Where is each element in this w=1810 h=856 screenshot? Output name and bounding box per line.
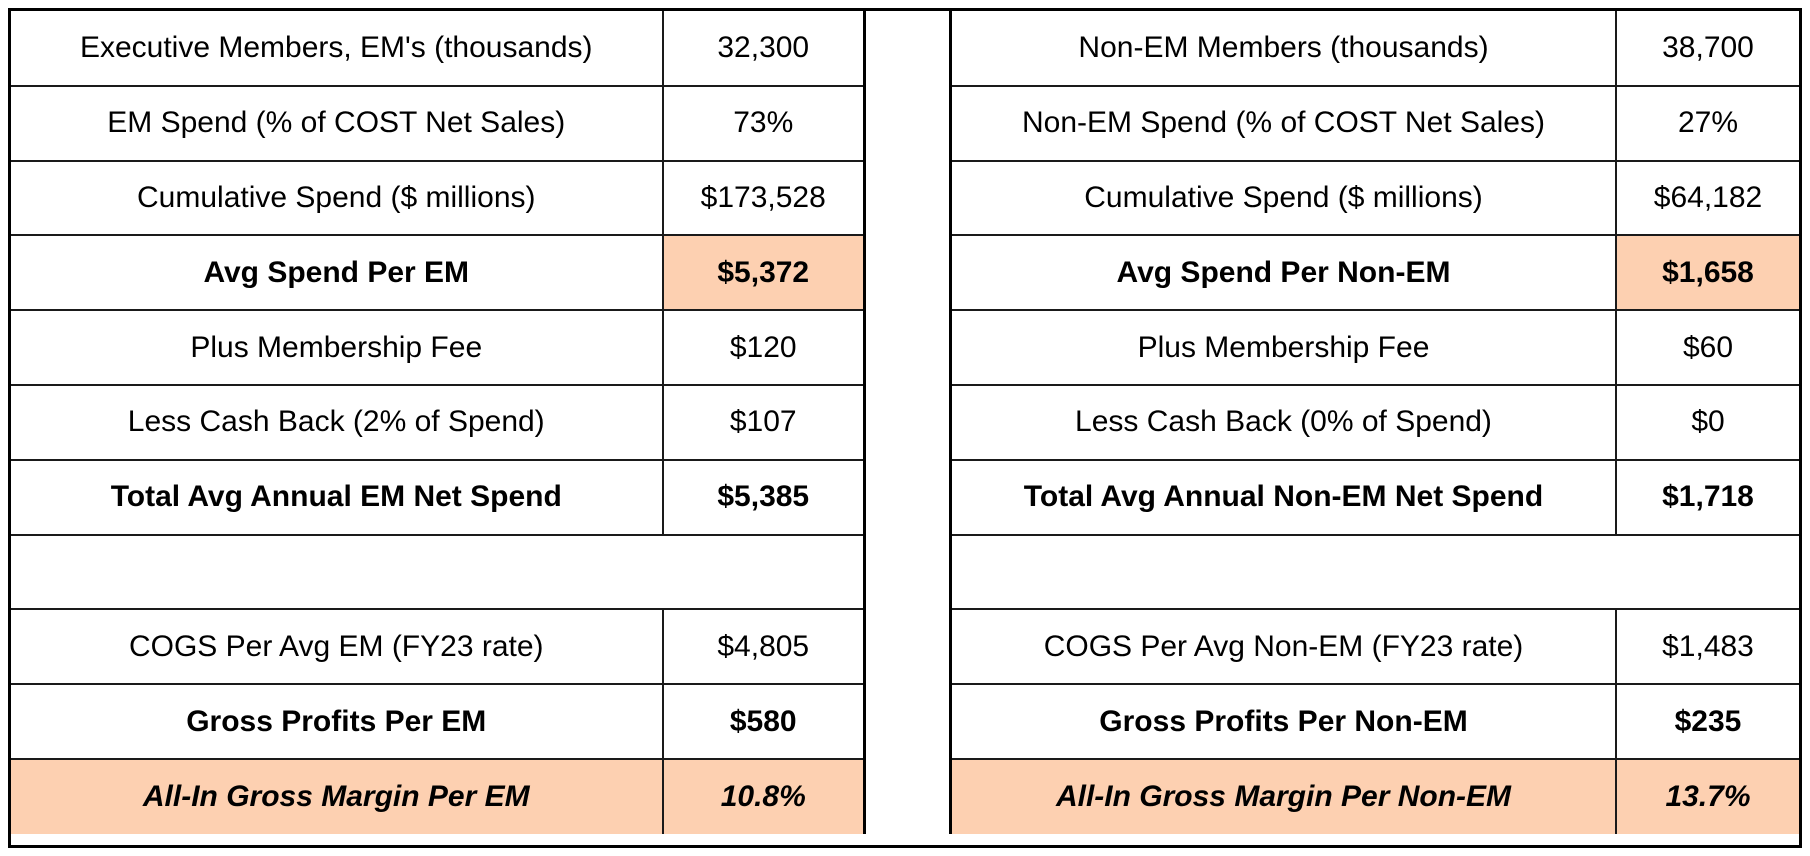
table-row: Avg Spend Per EM $5,372 xyxy=(11,234,866,312)
row-label: Cumulative Spend ($ millions) xyxy=(949,159,1617,237)
row-value: 27% xyxy=(1615,84,1799,162)
row-label: Total Avg Annual EM Net Spend xyxy=(11,458,664,536)
table-row: Plus Membership Fee $120 xyxy=(11,309,866,386)
highlighted-value: $1,658 xyxy=(1615,234,1799,312)
row-label: Gross Profits Per EM xyxy=(11,683,664,760)
row-value: $4,805 xyxy=(661,608,866,686)
row-value: 10.8% xyxy=(661,757,866,834)
table-row: Gross Profits Per EM $580 xyxy=(11,683,866,760)
row-label: Non-EM Spend (% of COST Net Sales) xyxy=(949,84,1617,162)
row-label: Executive Members, EM's (thousands) xyxy=(11,11,664,87)
row-label: EM Spend (% of COST Net Sales) xyxy=(11,84,664,162)
table-row: Gross Profits Per Non-EM $235 xyxy=(949,683,1799,760)
table-row: COGS Per Avg EM (FY23 rate) $4,805 xyxy=(11,608,866,686)
table-row: Cumulative Spend ($ millions) $64,182 xyxy=(949,159,1799,237)
row-label: Less Cash Back (0% of Spend) xyxy=(949,383,1617,461)
row-value: $64,182 xyxy=(1615,159,1799,237)
empty-cell xyxy=(11,533,866,611)
row-value: 38,700 xyxy=(1615,11,1799,87)
table-row: Executive Members, EM's (thousands) 32,3… xyxy=(11,11,866,87)
table-row: Total Avg Annual Non-EM Net Spend $1,718 xyxy=(949,458,1799,536)
row-label: Avg Spend Per EM xyxy=(11,234,664,312)
spacer-row xyxy=(949,533,1799,611)
row-label: Less Cash Back (2% of Spend) xyxy=(11,383,664,461)
row-label: COGS Per Avg Non-EM (FY23 rate) xyxy=(949,608,1617,686)
row-value: $235 xyxy=(1615,683,1799,760)
comparison-frame: Executive Members, EM's (thousands) 32,3… xyxy=(8,8,1802,848)
spacer-row xyxy=(11,533,866,611)
row-label: Plus Membership Fee xyxy=(11,309,664,386)
highlighted-value: $5,372 xyxy=(661,234,866,312)
table-row: Plus Membership Fee $60 xyxy=(949,309,1799,386)
row-value: 13.7% xyxy=(1615,757,1799,834)
row-value: $1,483 xyxy=(1615,608,1799,686)
margin-row: All-In Gross Margin Per EM 10.8% xyxy=(11,757,866,834)
row-label: Non-EM Members (thousands) xyxy=(949,11,1617,87)
row-value: 32,300 xyxy=(661,11,866,87)
row-value: $173,528 xyxy=(661,159,866,237)
row-label: Gross Profits Per Non-EM xyxy=(949,683,1617,760)
margin-row: All-In Gross Margin Per Non-EM 13.7% xyxy=(949,757,1799,834)
table-row: Less Cash Back (0% of Spend) $0 xyxy=(949,383,1799,461)
row-label: Plus Membership Fee xyxy=(949,309,1617,386)
row-label: All-In Gross Margin Per EM xyxy=(11,757,664,834)
row-label: Avg Spend Per Non-EM xyxy=(949,234,1617,312)
table-row: Cumulative Spend ($ millions) $173,528 xyxy=(11,159,866,237)
row-value: 73% xyxy=(661,84,866,162)
row-value: $580 xyxy=(661,683,866,760)
table-row: Total Avg Annual EM Net Spend $5,385 xyxy=(11,458,866,536)
table-row: COGS Per Avg Non-EM (FY23 rate) $1,483 xyxy=(949,608,1799,686)
row-value: $1,718 xyxy=(1615,458,1799,536)
row-value: $0 xyxy=(1615,383,1799,461)
table-row: EM Spend (% of COST Net Sales) 73% xyxy=(11,84,866,162)
row-value: $5,385 xyxy=(661,458,866,536)
table-row: Non-EM Spend (% of COST Net Sales) 27% xyxy=(949,84,1799,162)
row-value: $120 xyxy=(661,309,866,386)
table-row: Less Cash Back (2% of Spend) $107 xyxy=(11,383,866,461)
row-label: Total Avg Annual Non-EM Net Spend xyxy=(949,458,1617,536)
executive-members-table: Executive Members, EM's (thousands) 32,3… xyxy=(11,11,866,834)
table-row: Non-EM Members (thousands) 38,700 xyxy=(949,11,1799,87)
row-value: $60 xyxy=(1615,309,1799,386)
empty-cell xyxy=(949,533,1799,611)
row-label: COGS Per Avg EM (FY23 rate) xyxy=(11,608,664,686)
non-executive-members-table: Non-EM Members (thousands) 38,700 Non-EM… xyxy=(949,11,1799,834)
row-value: $107 xyxy=(661,383,866,461)
table-row: Avg Spend Per Non-EM $1,658 xyxy=(949,234,1799,312)
row-label: Cumulative Spend ($ millions) xyxy=(11,159,664,237)
row-label: All-In Gross Margin Per Non-EM xyxy=(949,757,1617,834)
